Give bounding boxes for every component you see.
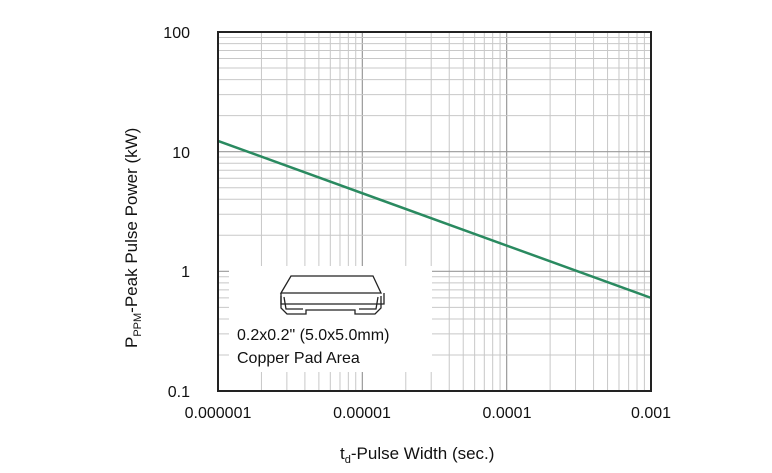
annotation-line-2: Copper Pad Area (237, 350, 360, 367)
grid (217, 32, 651, 392)
y-tick-labels: 0.1 1 10 100 (163, 25, 190, 401)
plot-frame (217, 31, 652, 392)
x-tick-label: 0.00001 (333, 405, 391, 422)
x-tick-label: 0.001 (631, 405, 671, 422)
y-axis-label: PPPM-Peak Pulse Power (kW) (122, 128, 144, 348)
y-tick-label: 10 (172, 145, 190, 162)
x-tick-label: 0.0001 (483, 405, 532, 422)
x-tick-labels: 0.000001 0.00001 0.0001 0.001 (185, 405, 671, 422)
inset-annotation: 0.2x0.2" (5.0x5.0mm) Copper Pad Area (229, 266, 432, 372)
x-axis-label: td-Pulse Width (sec.) (340, 444, 494, 466)
y-tick-label: 100 (163, 25, 190, 42)
series (217, 139, 652, 300)
y-tick-label: 0.1 (168, 384, 190, 401)
x-tick-label: 0.000001 (185, 405, 252, 422)
smd-package-icon (279, 275, 385, 315)
series-line (217, 139, 652, 300)
y-tick-label: 1 (181, 264, 190, 281)
annotation-line-1: 0.2x0.2" (5.0x5.0mm) (237, 327, 389, 344)
